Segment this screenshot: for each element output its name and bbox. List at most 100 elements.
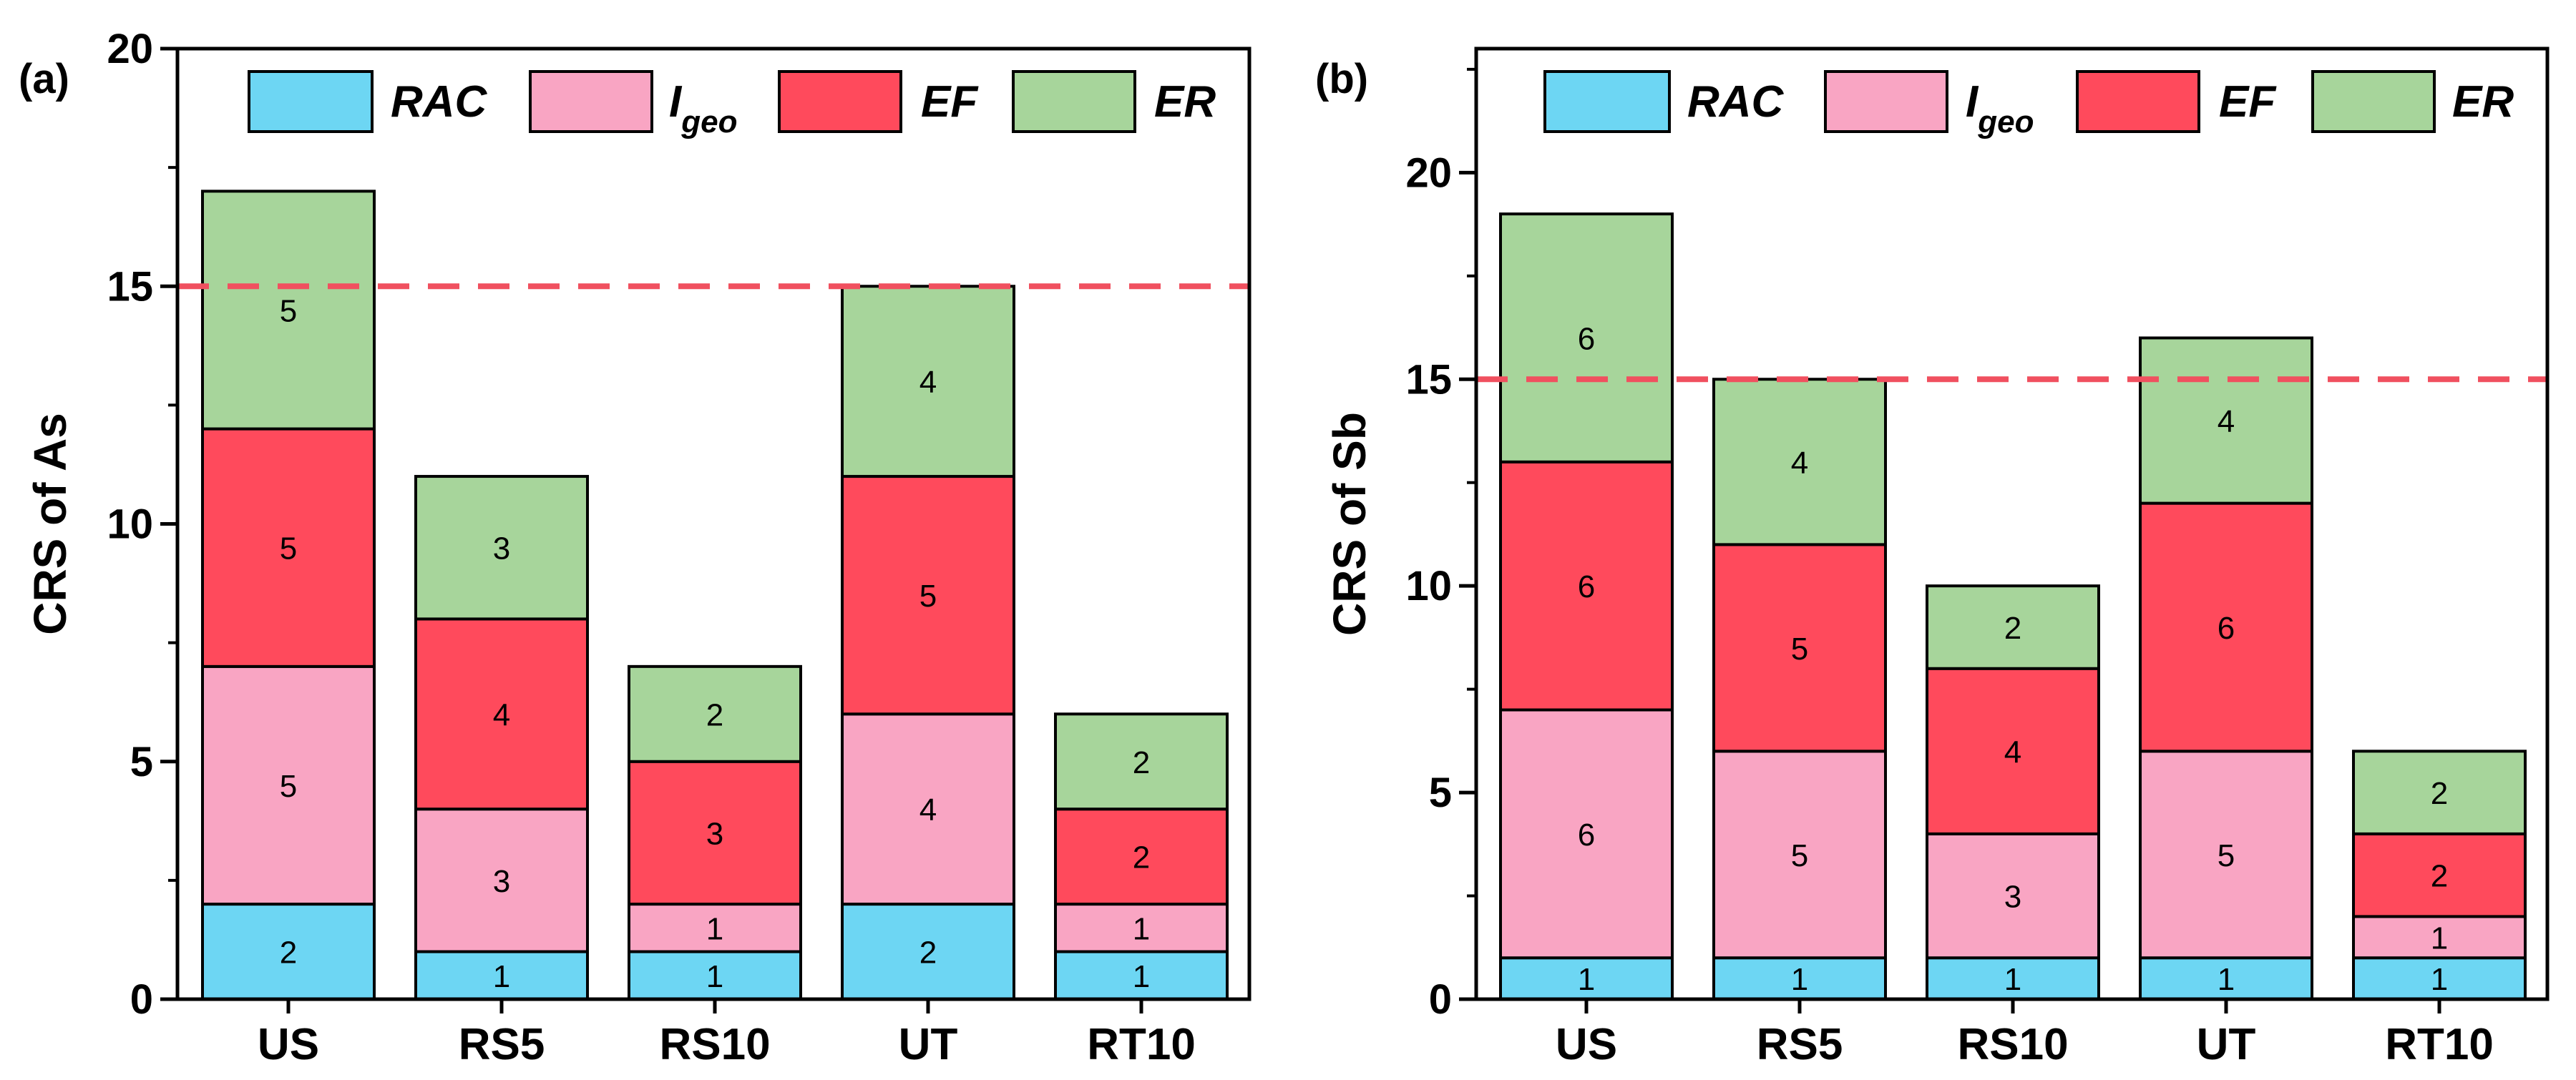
- data-label-ef-rt10: 2: [1133, 840, 1150, 875]
- x-tick-label: US: [258, 1020, 319, 1069]
- data-label-igeo-ut: 5: [2218, 838, 2235, 873]
- x-tick-label: RT10: [1087, 1020, 1196, 1069]
- legend: RAC Igeo EF ER: [248, 70, 1216, 139]
- bar-segment-ef-ut: [841, 475, 1015, 716]
- y-tick-label: 0: [1429, 976, 1452, 1023]
- bar-segment-er-rt10: [1054, 712, 1229, 811]
- x-tick-label: RS5: [459, 1020, 545, 1069]
- data-label-igeo-rt10: 1: [1133, 911, 1150, 946]
- data-label-rac-rs10: 1: [706, 959, 723, 994]
- data-label-rac-rs5: 1: [493, 959, 510, 994]
- data-label-rac-rt10: 1: [1133, 959, 1150, 994]
- data-label-ef-ut: 6: [2218, 611, 2235, 646]
- bar-segment-rac-rt10: [1054, 950, 1229, 1001]
- bar-segment-ef-rs10: [628, 760, 802, 906]
- legend-label-rac: RAC: [1687, 77, 1785, 127]
- bar-segment-er-us: [201, 190, 376, 431]
- data-label-rac-ut: 2: [919, 936, 937, 971]
- bar-segment-er-rs5: [414, 475, 589, 621]
- data-label-igeo-us: 5: [280, 769, 297, 804]
- bar-segment-igeo-rt10: [1054, 903, 1229, 953]
- legend-label-rac: RAC: [391, 77, 488, 127]
- legend-swatch-igeo: [529, 70, 653, 133]
- legend-label-er: ER: [1154, 77, 1216, 127]
- legend-swatch-er: [2311, 70, 2436, 133]
- legend-swatch-rac: [248, 70, 374, 133]
- x-tick-label: RS10: [659, 1020, 770, 1069]
- bar-segment-er-us: [1499, 212, 1674, 463]
- data-label-er-ut: 4: [919, 365, 937, 400]
- data-label-ef-rs5: 5: [1791, 632, 1808, 667]
- legend-label-er: ER: [2452, 77, 2514, 127]
- y-tick-label: 10: [107, 501, 153, 548]
- y-tick-label: 0: [130, 976, 153, 1023]
- data-label-rac-rt10: 1: [2431, 962, 2448, 997]
- data-label-ef-rs10: 4: [2004, 735, 2021, 770]
- data-label-ef-rt10: 2: [2431, 859, 2448, 894]
- data-label-er-rs5: 3: [493, 531, 510, 566]
- y-tick-label: 20: [107, 26, 153, 72]
- legend: RAC Igeo EF ER: [1543, 70, 2514, 139]
- y-tick-label: 5: [1429, 770, 1452, 816]
- bar-segment-igeo-rs10: [628, 903, 802, 953]
- legend-swatch-igeo: [1824, 70, 1948, 133]
- legend-swatch-ef: [778, 70, 902, 133]
- data-label-er-us: 5: [280, 293, 297, 328]
- y-tick-label: 10: [1405, 563, 1452, 609]
- bar-segment-igeo-rs5: [414, 807, 589, 953]
- bar-segment-ef-rs5: [1712, 543, 1887, 753]
- data-label-er-us: 6: [1578, 321, 1595, 356]
- data-label-rac-ut: 1: [2218, 962, 2235, 997]
- data-label-igeo-rs10: 3: [2004, 880, 2021, 915]
- bar-segment-ef-rt10: [1054, 807, 1229, 906]
- bar-segment-er-rs5: [1712, 378, 1887, 546]
- panel-label: (b): [1315, 56, 1368, 102]
- data-label-ef-rs5: 4: [493, 697, 510, 732]
- data-label-igeo-ut: 4: [919, 792, 937, 828]
- bar-segment-er-rs10: [628, 664, 802, 763]
- bar-segment-rac-us: [201, 903, 376, 1001]
- y-tick-label: 20: [1405, 149, 1452, 196]
- data-label-igeo-rs10: 1: [706, 911, 723, 946]
- bar-segment-er-ut: [841, 285, 1015, 478]
- x-tick-label: RS10: [1957, 1020, 2068, 1069]
- data-label-er-rs10: 2: [2004, 611, 2021, 646]
- legend-label-ef: EF: [2219, 77, 2277, 127]
- y-axis-title: CRS of Sb: [1324, 412, 1375, 636]
- y-tick-label: 15: [107, 263, 153, 310]
- bar-segment-igeo-us: [201, 664, 376, 906]
- bar-segment-er-rs10: [1926, 584, 2100, 670]
- legend-swatch-rac: [1543, 70, 1671, 133]
- y-tick-label: 5: [130, 739, 153, 785]
- bar-segment-rac-us: [1499, 956, 1674, 1001]
- bar-segment-igeo-rt10: [2352, 915, 2527, 960]
- bar-segment-igeo-ut: [2139, 750, 2313, 960]
- legend-label-igeo: Igeo: [669, 77, 737, 139]
- data-label-igeo-us: 6: [1578, 818, 1595, 853]
- data-label-ef-us: 6: [1578, 569, 1595, 604]
- data-label-er-rt10: 2: [2431, 776, 2448, 811]
- bar-segment-ef-ut: [2139, 501, 2313, 753]
- data-label-ef-rs10: 3: [706, 816, 723, 851]
- data-label-er-rs10: 2: [706, 697, 723, 732]
- data-label-ef-us: 5: [280, 531, 297, 566]
- data-label-ef-ut: 5: [919, 579, 937, 614]
- bar-segment-igeo-us: [1499, 708, 1674, 960]
- data-label-rac-us: 2: [280, 936, 297, 971]
- data-label-rac-us: 1: [1578, 962, 1595, 997]
- bar-segment-er-rt10: [2352, 750, 2527, 835]
- data-label-er-ut: 4: [2218, 404, 2235, 439]
- bar-segment-er-ut: [2139, 336, 2313, 505]
- y-axis-title: CRS of As: [24, 413, 76, 635]
- legend-label-igeo: Igeo: [1966, 77, 2034, 139]
- legend-swatch-er: [1012, 70, 1136, 133]
- bar-segment-ef-rs5: [414, 617, 589, 811]
- data-label-igeo-rs5: 3: [493, 864, 510, 899]
- data-label-rac-rs10: 1: [2004, 962, 2021, 997]
- bar-segment-igeo-rs5: [1712, 750, 1887, 960]
- panel-label: (a): [19, 56, 69, 102]
- data-label-er-rt10: 2: [1133, 745, 1150, 780]
- data-label-rac-rs5: 1: [1791, 962, 1808, 997]
